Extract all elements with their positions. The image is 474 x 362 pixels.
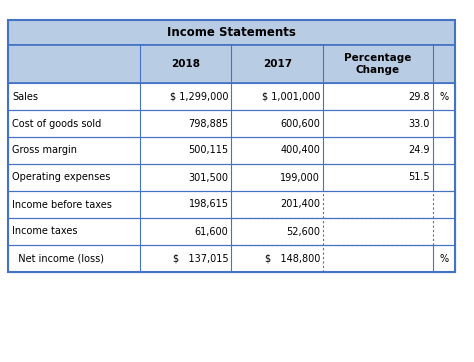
Text: 798,885: 798,885	[188, 118, 228, 129]
Text: Net income (loss): Net income (loss)	[12, 253, 104, 264]
Text: 52,600: 52,600	[286, 227, 320, 236]
Bar	[8, 245, 455, 272]
Bar	[8, 164, 455, 191]
Bar	[8, 45, 455, 83]
Bar	[8, 137, 455, 164]
Text: 51.5: 51.5	[408, 173, 429, 182]
Text: 29.8: 29.8	[408, 92, 429, 101]
Text: 600,600: 600,600	[280, 118, 320, 129]
Bar	[8, 20, 455, 45]
Text: $ 1,001,000: $ 1,001,000	[262, 92, 320, 101]
Text: $   137,015: $ 137,015	[173, 253, 228, 264]
Text: 2018: 2018	[171, 59, 200, 69]
Text: Income Statements: Income Statements	[167, 26, 296, 39]
Bar	[8, 191, 455, 218]
Bar	[8, 164, 455, 191]
Bar	[8, 218, 455, 245]
Bar	[8, 83, 455, 110]
Text: Income taxes: Income taxes	[12, 227, 78, 236]
Text: $ 1,299,000: $ 1,299,000	[170, 92, 228, 101]
Bar	[8, 245, 455, 272]
Text: 500,115: 500,115	[188, 146, 228, 156]
Text: 61,600: 61,600	[195, 227, 228, 236]
Text: Sales: Sales	[12, 92, 38, 101]
Text: 2017: 2017	[263, 59, 292, 69]
Text: Gross margin: Gross margin	[12, 146, 77, 156]
Bar	[8, 110, 455, 137]
Text: 24.9: 24.9	[408, 146, 429, 156]
Text: Cost of goods sold: Cost of goods sold	[12, 118, 101, 129]
Bar	[8, 137, 455, 164]
Text: Percentage
Change: Percentage Change	[344, 53, 411, 75]
Text: 201,400: 201,400	[280, 199, 320, 210]
Text: 400,400: 400,400	[280, 146, 320, 156]
Text: $   148,800: $ 148,800	[265, 253, 320, 264]
Bar	[8, 20, 455, 272]
Text: %: %	[439, 253, 448, 264]
Bar	[8, 191, 455, 218]
Bar	[8, 83, 455, 110]
Text: 199,000: 199,000	[280, 173, 320, 182]
Bar	[8, 110, 455, 137]
Text: %: %	[439, 92, 448, 101]
Bar	[8, 218, 455, 245]
Text: 198,615: 198,615	[189, 199, 228, 210]
Text: 301,500: 301,500	[189, 173, 228, 182]
Text: 33.0: 33.0	[408, 118, 429, 129]
Text: Income before taxes: Income before taxes	[12, 199, 112, 210]
Text: Operating expenses: Operating expenses	[12, 173, 110, 182]
